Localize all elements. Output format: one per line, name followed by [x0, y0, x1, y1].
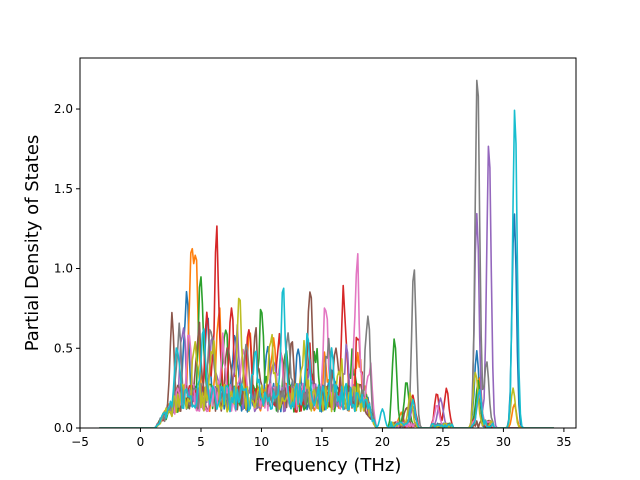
y-tick-label: 2.0: [54, 102, 73, 116]
x-axis-label: Frequency (THz): [255, 455, 402, 476]
x-axis-ticks: −5 0 5 10 15 20 25 30 35: [71, 428, 572, 449]
y-tick-label: 1.5: [54, 182, 73, 196]
y-tick-label: 1.0: [54, 262, 73, 276]
x-tick-label: 0: [137, 435, 145, 449]
x-tick-label: 20: [375, 435, 390, 449]
series-layer: [99, 79, 554, 428]
x-tick-label: 15: [314, 435, 329, 449]
plot-frame: [79, 57, 577, 429]
x-tick-label: 30: [496, 435, 511, 449]
y-axis-label: Partial Density of States: [22, 135, 43, 352]
series-line-10: [99, 109, 554, 428]
y-tick-label: 0.0: [54, 421, 73, 435]
x-tick-label: −5: [71, 435, 89, 449]
x-tick-label: 35: [556, 435, 571, 449]
x-tick-label: 5: [197, 435, 205, 449]
series-line-8: [99, 79, 554, 428]
x-tick-label: 10: [254, 435, 269, 449]
y-axis-ticks: 0.0 0.5 1.0 1.5 2.0: [54, 102, 80, 435]
x-tick-label: 25: [435, 435, 450, 449]
y-tick-label: 0.5: [54, 341, 73, 355]
